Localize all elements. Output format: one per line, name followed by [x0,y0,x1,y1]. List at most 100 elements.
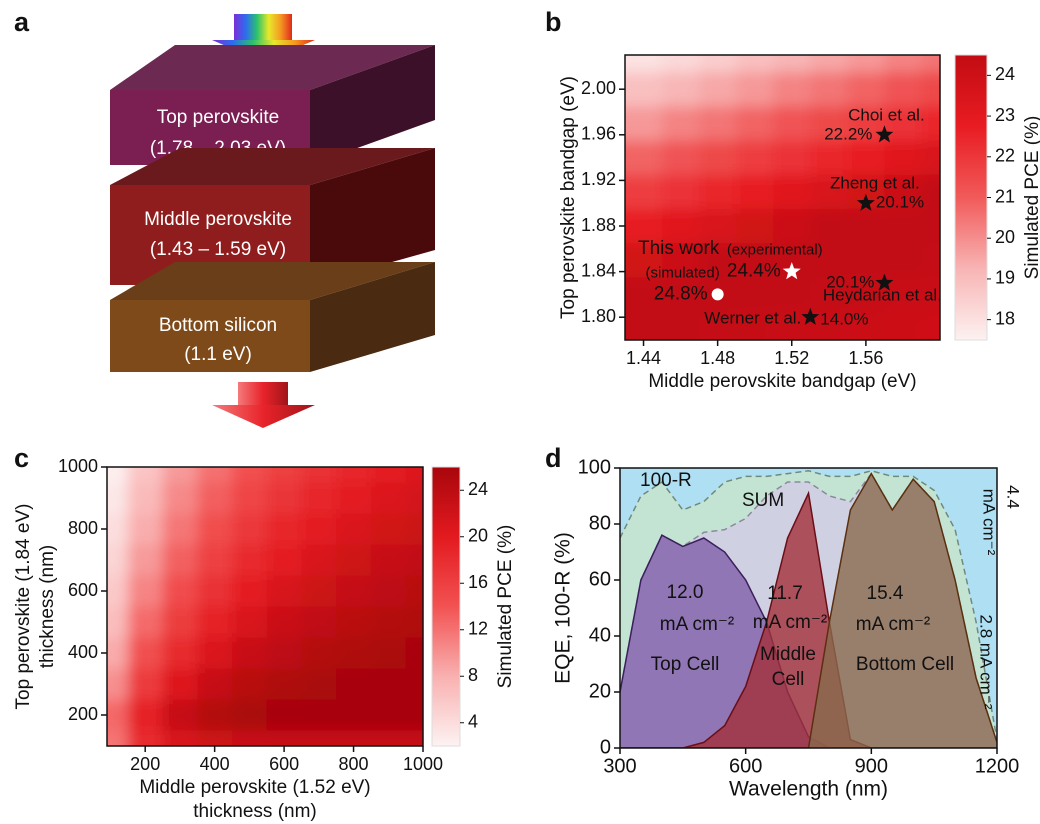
contour-cell [197,575,233,607]
contour-cell [662,208,700,244]
contour-cell [336,544,372,576]
marker-name: Choi et al. [848,105,925,124]
colorbar-tick-label: 4 [468,712,478,732]
area-fill [620,493,997,748]
contour-cell [699,243,737,278]
area-outline [620,470,997,740]
contour-cell [336,467,372,483]
contour-cell [736,208,774,244]
contour-cell [625,55,663,73]
contour-cell [773,55,811,73]
contour-cell [162,467,198,483]
y-tick-label: 100 [578,456,611,478]
contour-cell [810,243,848,278]
x-tick-label: 1.48 [700,348,735,368]
contour-cell [662,106,700,141]
colorbar-tick-label: 21 [995,186,1015,206]
contour-cell [266,606,302,638]
y-tick-label: 20 [589,680,611,702]
contour-cell [810,106,848,141]
contour-cell [884,106,922,141]
contour-cell [847,72,885,107]
contour-cell [162,482,198,514]
contour-cell [232,668,268,700]
contour-cell [773,106,811,141]
colorbar-label: Simulated PCE (%) [1022,116,1040,280]
current-label: mA cm⁻² [753,612,827,633]
contour-cell [336,513,372,545]
contour-cell [773,174,811,210]
contour-cell [336,699,372,731]
contour-cell [810,55,848,73]
contour-cell [884,311,922,340]
star-marker [782,262,801,280]
contour-cell [370,699,407,731]
contour-cell [884,174,922,210]
contour-cell [884,140,922,176]
contour-cell [405,606,423,638]
marker-pce: 20.1% [876,193,924,212]
contour-cell [127,699,164,731]
marker-name: (simulated) [646,264,720,281]
contour-cell [847,140,885,176]
contour-cell [162,699,198,731]
x-tick-label: 200 [130,754,160,774]
axes: 300 600 900 1200 0 20 40 60 80 100 Wavelength (nm)… [552,456,1020,800]
contour-cell [736,55,774,73]
contour-cell [847,208,885,244]
marker-pce: 20.1% [826,272,874,291]
contour-cell [699,55,737,73]
colorbar-scale [431,466,461,747]
contour-cell [232,699,268,731]
contour-cell [736,72,774,107]
contour-cell [336,668,372,700]
contour-cell [405,544,423,576]
contour-cell [162,575,198,607]
contour-cell [301,606,337,638]
contour-cell [127,575,164,607]
plot-frame [619,467,998,749]
contour-cell [301,513,337,545]
plot-frame [624,54,941,341]
top-layer: Top perovskite (1.78 – 2.03 eV) [110,45,435,165]
contour-cell [266,544,302,576]
marker-name: Werner et al. [704,309,801,328]
contour-cell [405,575,423,607]
series-label: SUM [742,490,784,511]
contour-cell [405,668,423,700]
contour-cell [301,730,337,746]
contour-cell [773,208,811,244]
contour-cell [232,482,268,514]
contour-cell [127,544,164,576]
area-outline [620,490,997,748]
contour-cell [107,606,129,638]
contour-cell [266,482,302,514]
panel-letter: d [545,443,562,473]
contour-cell [370,482,407,514]
contour-cell [107,637,129,669]
y-tick-label: 2.00 [581,78,616,98]
contour-cell [884,243,922,278]
y-tick-label: 40 [589,624,611,646]
bottom-layer: Bottom silicon (1.1 eV) [110,262,435,372]
contour-cell [921,55,940,73]
contour-cell [662,311,700,340]
contour-cell [736,243,774,278]
contour-cell [301,544,337,576]
contour-cell [336,575,372,607]
contour-cell [625,277,663,312]
contour-cell [625,140,663,176]
contour-cell [232,513,268,545]
contour-cell [405,699,423,731]
contour-cell [127,606,164,638]
y-tick-label: 800 [68,518,98,538]
series-label-box: Middle Cell [760,644,816,690]
contour-cell [736,277,774,312]
x-axis-label: Middle perovskite bandgap (eV) [648,371,916,392]
y-tick-label: 1.80 [581,306,616,326]
contour-cell [405,467,423,483]
contour-cell [107,513,129,545]
marker-pce: 14.0% [820,310,868,329]
star-marker [801,307,820,325]
